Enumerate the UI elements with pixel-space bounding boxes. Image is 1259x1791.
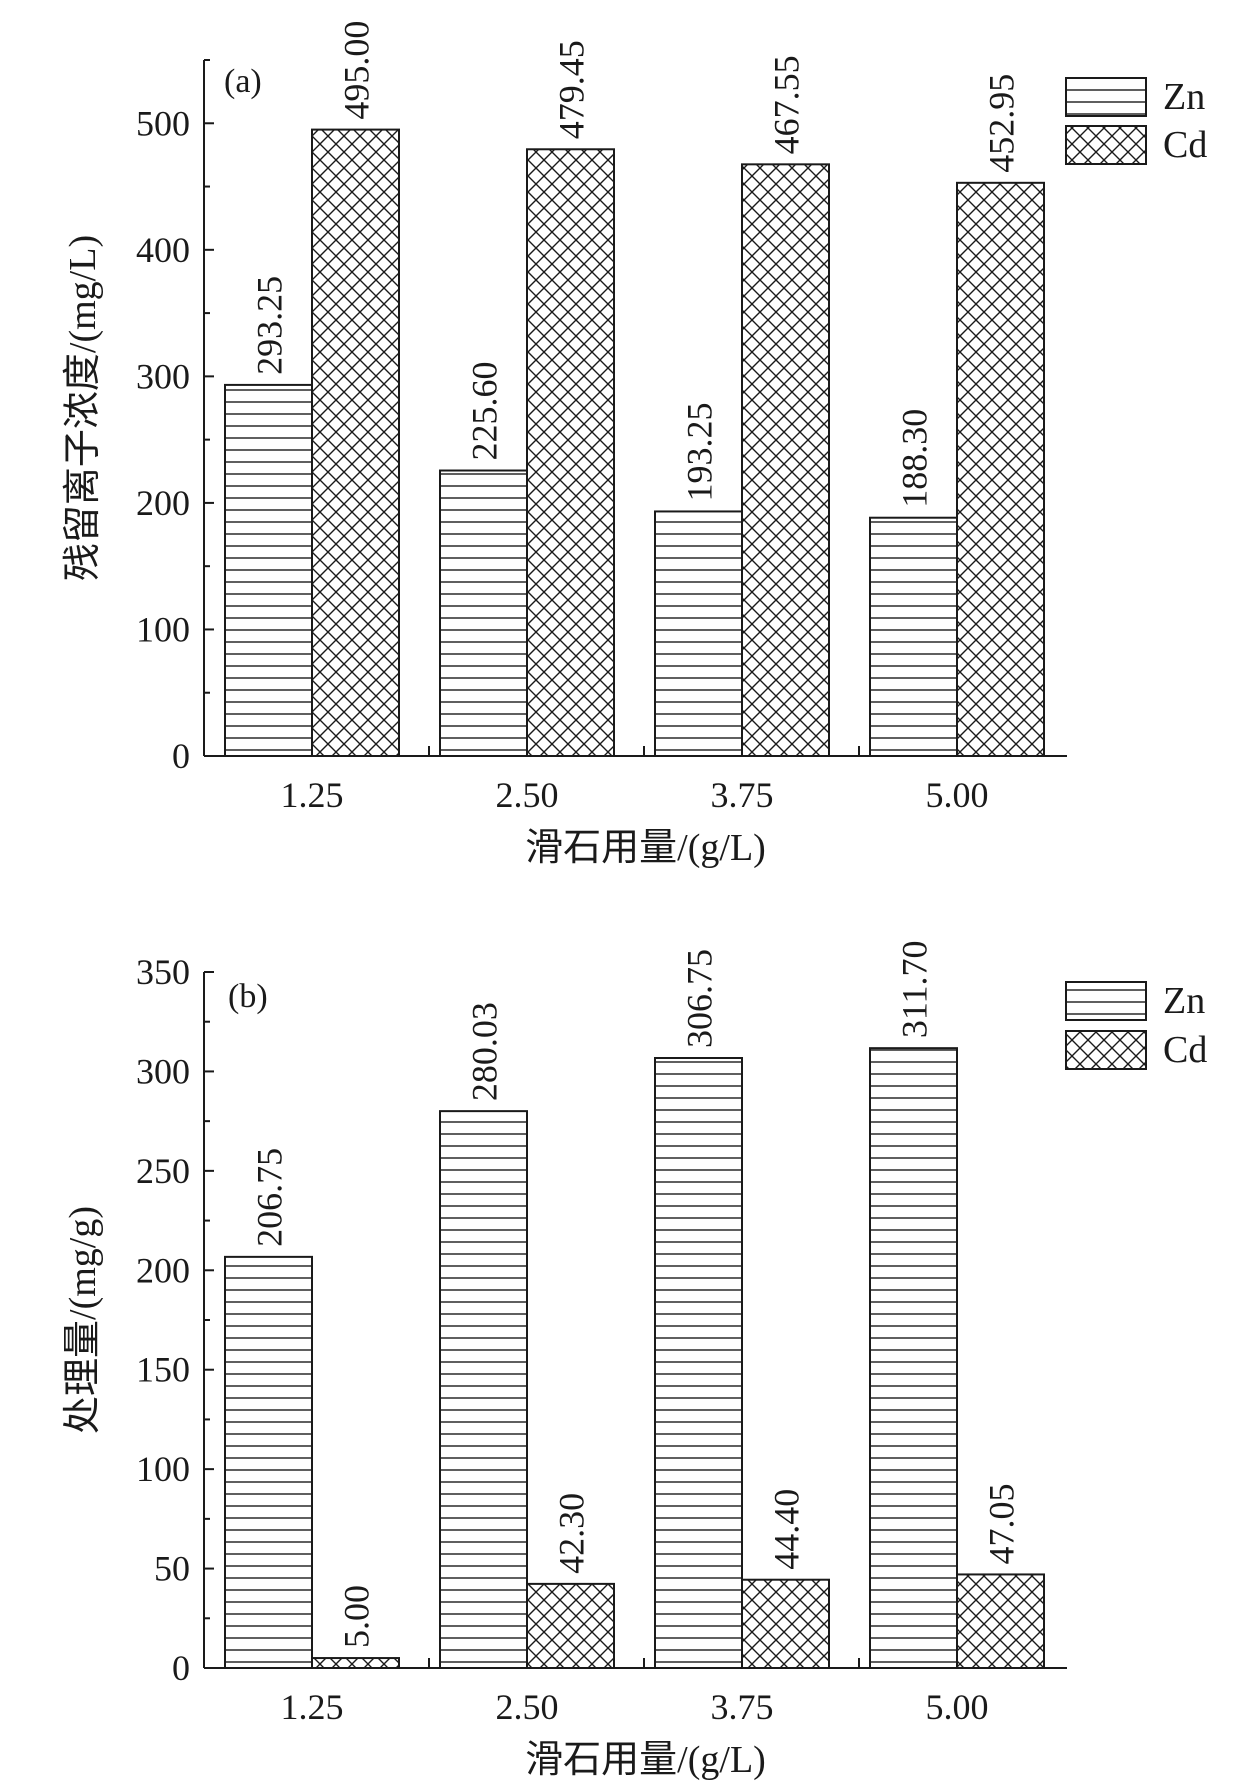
x-tick-label: 3.75 [711, 1687, 774, 1727]
x-tick-label: 5.00 [926, 775, 989, 815]
y-tick-label: 300 [136, 1051, 190, 1091]
data-label-cd-1.25: 5.00 [337, 1585, 377, 1648]
bar-cd-3.75 [741, 1578, 830, 1669]
legend-swatch-cd [1065, 1030, 1147, 1070]
data-label-zn-1.25: 293.25 [250, 276, 290, 375]
y-tick-label: 500 [136, 103, 190, 143]
x-tick-label: 1.25 [281, 1687, 344, 1727]
data-label-cd-1.25: 495.00 [337, 21, 377, 120]
data-label-zn-3.75: 306.75 [680, 949, 720, 1048]
y-tick-label: 250 [136, 1151, 190, 1191]
x-tick-label: 3.75 [711, 775, 774, 815]
y-tick-label: 0 [172, 736, 190, 776]
bar-zn-5.00 [869, 516, 958, 757]
x-tick-label: 2.50 [496, 775, 559, 815]
bar-zn-1.25 [224, 383, 313, 757]
y-tick-label: 200 [136, 1250, 190, 1290]
legend-swatch-zn [1065, 77, 1147, 117]
legend-label-cd: Cd [1163, 1029, 1207, 1071]
x-axis-title: 滑石用量/(g/L) [525, 827, 766, 869]
y-tick-label: 0 [172, 1648, 190, 1688]
bar-zn-5.00 [869, 1047, 958, 1669]
bar-zn-2.50 [439, 1110, 528, 1670]
panel-label: (a) [224, 63, 262, 100]
chart-panel-b: 0 50 100 150 200 250 300 350 206.75 280.03 306.75 3… [62, 940, 1207, 1781]
data-label-zn-1.25: 206.75 [250, 1148, 290, 1247]
y-tick-label: 350 [136, 952, 190, 992]
data-label-cd-2.50: 479.45 [552, 40, 592, 139]
data-label-cd-5.00: 47.05 [982, 1483, 1022, 1564]
data-label-cd-2.50: 42.30 [552, 1493, 592, 1574]
bar-cd-1.25 [311, 1657, 400, 1669]
legend-label-cd: Cd [1163, 124, 1207, 166]
x-axis-title: 滑石用量/(g/L) [525, 1739, 766, 1781]
y-tick-label: 100 [136, 609, 190, 649]
data-label-cd-5.00: 452.95 [982, 74, 1022, 173]
bar-zn-3.75 [654, 510, 743, 757]
y-axis-title: 处理量/(mg/g) [62, 1206, 104, 1434]
y-tick-label: 300 [136, 356, 190, 396]
legend-label-zn: Zn [1163, 76, 1205, 118]
x-tick-label: 5.00 [926, 1687, 989, 1727]
bar-cd-2.50 [526, 1582, 615, 1669]
x-tick-label: 2.50 [496, 1687, 559, 1727]
bar-cd-2.50 [526, 148, 615, 757]
y-tick-label: 100 [136, 1449, 190, 1489]
legend-swatch-cd [1065, 125, 1147, 165]
y-axis-title: 残留离子浓度/(mg/L) [62, 235, 104, 581]
data-label-zn-2.50: 225.60 [465, 362, 505, 461]
bar-zn-3.75 [654, 1057, 743, 1669]
y-tick-label: 400 [136, 230, 190, 270]
bar-cd-1.25 [311, 128, 400, 758]
y-tick-label: 150 [136, 1350, 190, 1390]
legend-swatch-zn [1065, 981, 1147, 1021]
legend-label-zn: Zn [1163, 980, 1205, 1022]
data-label-cd-3.75: 44.40 [767, 1489, 807, 1570]
data-label-zn-5.00: 188.30 [895, 409, 935, 508]
bar-cd-5.00 [956, 181, 1045, 757]
data-label-cd-3.75: 467.55 [767, 55, 807, 154]
data-label-zn-5.00: 311.70 [895, 940, 935, 1038]
data-label-zn-2.50: 280.03 [465, 1002, 505, 1101]
bar-cd-3.75 [741, 163, 830, 757]
bar-zn-1.25 [224, 1255, 313, 1670]
bar-zn-2.50 [439, 469, 528, 757]
chart-panel-a: 0 100 200 300 400 500 293.25 225.60 193.25 188.30… [62, 21, 1207, 869]
y-tick-label: 200 [136, 483, 190, 523]
y-tick-label: 50 [154, 1549, 190, 1589]
data-label-zn-3.75: 193.25 [680, 402, 720, 501]
x-tick-label: 1.25 [281, 775, 344, 815]
bar-cd-5.00 [956, 1573, 1045, 1670]
panel-label: (b) [228, 978, 268, 1015]
